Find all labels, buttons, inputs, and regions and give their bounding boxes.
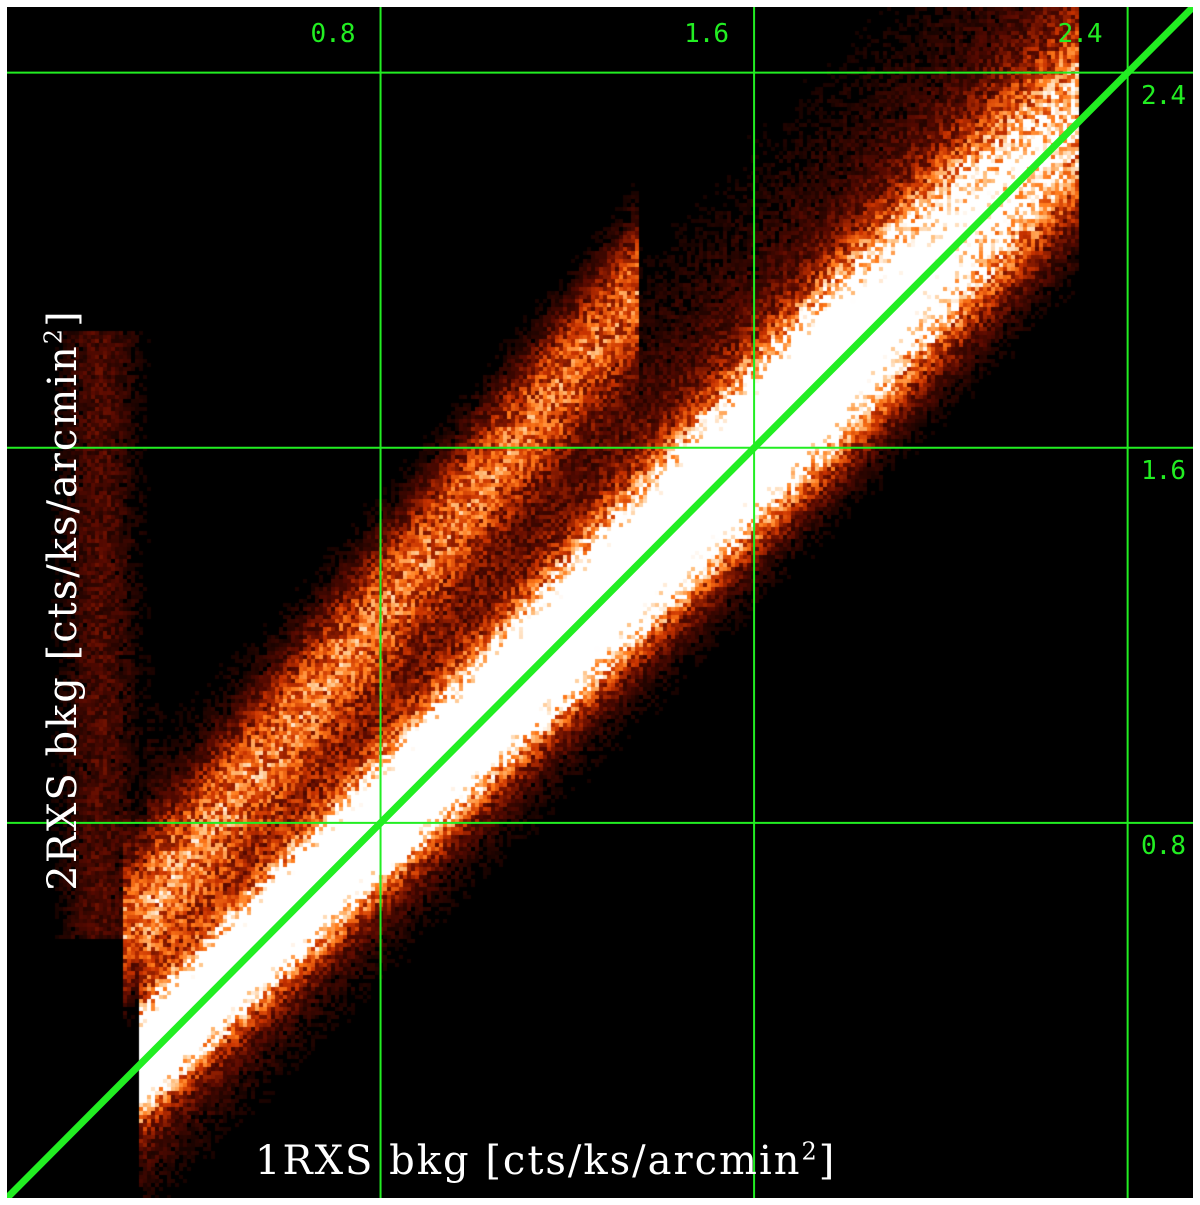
x-tick-label-2: 2.4 [1057, 19, 1103, 49]
grid-overlay [7, 7, 1193, 1198]
y-tick-label-0: 0.8 [1141, 830, 1186, 861]
heatmap-plot: 0.8 1.6 2.4 0.8 1.6 2.4 [7, 7, 1193, 1198]
y-tick-label-1: 1.6 [1141, 455, 1186, 486]
x-tick-label-1: 1.6 [684, 19, 729, 49]
identity-line [7, 7, 1193, 1198]
x-axis-label: 1RXS bkg [cts/ks/arcmin2] [255, 1137, 837, 1184]
x-tick-label-0: 0.8 [310, 19, 356, 49]
y-tick-label-2: 2.4 [1141, 80, 1186, 111]
y-axis-label: 2RXS bkg [cts/ks/arcmin2] [39, 309, 86, 891]
